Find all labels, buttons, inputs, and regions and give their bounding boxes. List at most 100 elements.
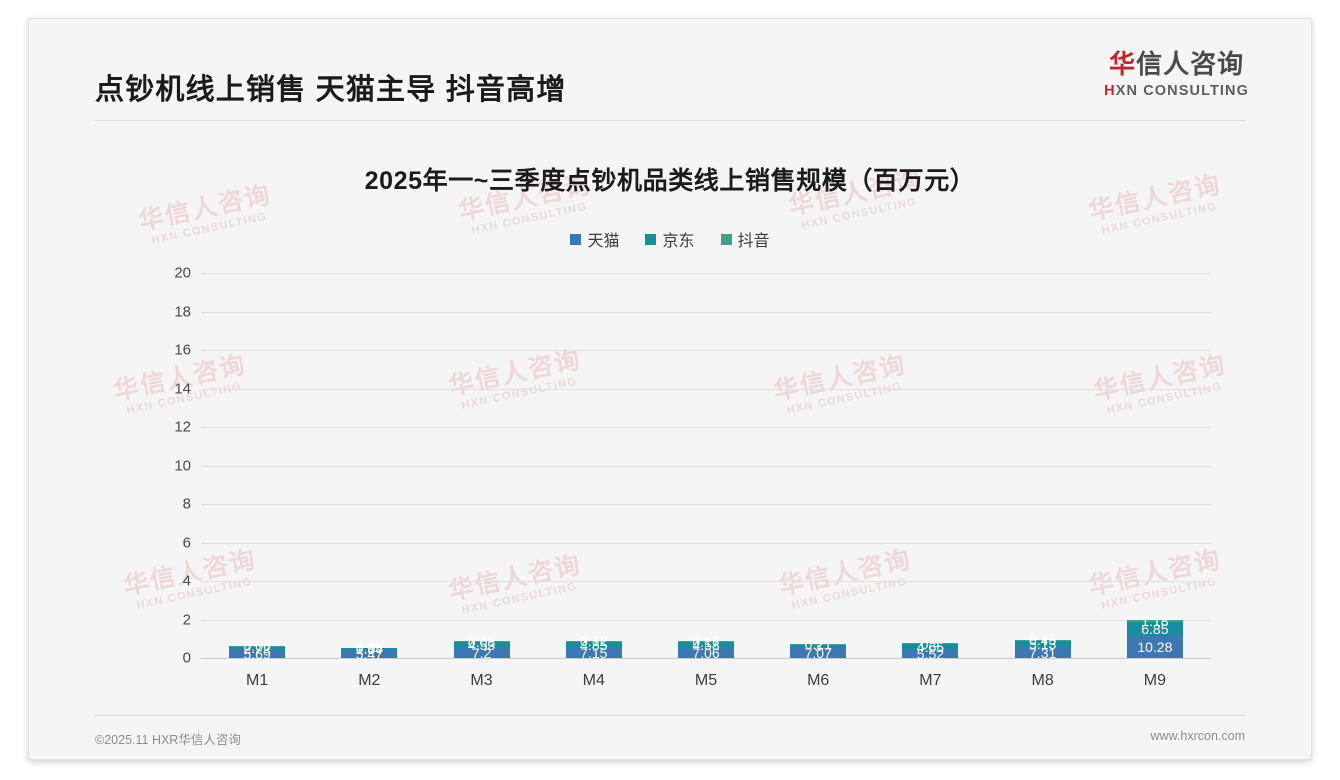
bar-value-label: 5.52 xyxy=(916,646,945,663)
gridline: 16 xyxy=(174,342,1211,359)
gridline: 8 xyxy=(183,496,1211,513)
bar-segment-抖音[interactable]: 0.4 xyxy=(902,637,959,651)
bar-value-label: 7.31 xyxy=(1029,644,1057,661)
x-axis-tick-label: M7 xyxy=(919,672,942,689)
bar-segment-天猫[interactable]: 7.31 xyxy=(1014,644,1071,661)
bar-value-label: 4.65 xyxy=(916,639,945,656)
bar-segment-京东[interactable]: 3 xyxy=(790,639,847,653)
bar-column[interactable]: 7.2 4.53 0.08 xyxy=(425,273,537,661)
legend-label: 天猫 xyxy=(587,233,620,250)
x-axis-tick-label: M5 xyxy=(694,672,718,689)
logo-english-first-char: H xyxy=(1104,83,1116,99)
legend-item-抖音[interactable]: 抖音 xyxy=(720,227,770,251)
bar-segment-天猫[interactable]: 5.47 xyxy=(341,646,398,663)
y-axis-tick-label: 12 xyxy=(174,418,191,436)
legend-swatch-icon xyxy=(720,233,732,245)
y-axis-tick-label: 10 xyxy=(174,457,191,474)
bar-segment-京东[interactable]: 2.72 xyxy=(229,641,286,655)
bar-column[interactable]: 5.47 1.84 0.05 xyxy=(313,273,425,663)
x-axis-tick-label: M1 xyxy=(245,672,269,689)
bar-value-label: 7.15 xyxy=(580,645,608,661)
legend-swatch-icon xyxy=(570,233,582,245)
y-axis-tick-label: 20 xyxy=(174,264,191,282)
bar-segment-天猫[interactable]: 10.28 xyxy=(1126,636,1183,658)
bar-value-label: 2.72 xyxy=(243,640,271,657)
bar-value-label: 4.53 xyxy=(467,636,496,653)
bar-value-label: 7.06 xyxy=(692,645,720,662)
company-logo: 华信人咨询 HXN CONSULTING xyxy=(1104,51,1249,99)
logo-english-rest: XN CONSULTING xyxy=(1115,83,1249,99)
bar-column[interactable]: 10.28 6.85 1.18 xyxy=(1099,273,1211,658)
gridline: 10 xyxy=(174,457,1211,474)
bar-value-label: 0.45 xyxy=(1029,632,1057,649)
bar-segment-抖音[interactable]: 1.18 xyxy=(1126,614,1183,628)
bar-value-label: 0.12 xyxy=(580,633,608,650)
bar-value-label: 5.13 xyxy=(1029,636,1057,653)
chart-plot-area: 20 18 16 14 12 10 8 6 4 2 0 5.69 2.72 0.06 5.47 1.84 0.… xyxy=(139,245,1231,700)
bar-segment-抖音[interactable]: 0.45 xyxy=(1014,633,1071,647)
bar-segment-京东[interactable]: 4.85 xyxy=(565,638,622,652)
bar-column[interactable]: 5.52 4.65 0.4 xyxy=(874,273,986,663)
slide: 华信人咨询 HXN CONSULTING 华信人咨询 HXN CONSULTING 华信… xyxy=(28,18,1312,760)
bar-stack: 5.52 4.65 0.4 xyxy=(902,630,959,663)
x-axis-tick-label: M4 xyxy=(582,672,605,689)
logo-english-text: HXN CONSULTING xyxy=(1104,84,1249,99)
gridline: 6 xyxy=(183,534,1211,551)
y-axis-tick-label: 4 xyxy=(182,572,191,590)
bar-stack: 7.07 3 0.21 xyxy=(790,630,847,660)
y-axis-tick-label: 0 xyxy=(182,649,191,667)
bar-value-label: 0.06 xyxy=(243,638,271,655)
bar-column[interactable]: 7.07 3 0.21 xyxy=(762,273,874,660)
legend-item-天猫[interactable]: 天猫 xyxy=(570,227,619,251)
footer-website: www.hxrcon.com xyxy=(1150,729,1245,743)
bar-segment-京东[interactable]: 5.13 xyxy=(1014,637,1071,651)
logo-chinese-text: 华信人咨询 xyxy=(1104,51,1249,77)
bar-stack: 5.47 1.84 0.05 xyxy=(341,630,398,663)
logo-chinese-rest: 信人咨询 xyxy=(1136,49,1245,79)
x-axis-tick-label: M6 xyxy=(807,672,830,689)
bar-value-label: 4.85 xyxy=(580,636,608,653)
bar-segment-京东[interactable]: 4.58 xyxy=(677,638,734,652)
bar-segment-京东[interactable]: 6.85 xyxy=(1126,622,1183,637)
bar-column[interactable]: 7.15 4.85 0.12 xyxy=(538,273,650,661)
gridline: 18 xyxy=(174,303,1211,320)
x-axis-tick-label: M3 xyxy=(470,672,493,689)
bar-stack: 7.31 5.13 0.45 xyxy=(1014,630,1071,661)
bar-stack: 7.2 4.53 0.08 xyxy=(453,630,510,661)
gridline: 14 xyxy=(174,380,1211,397)
legend-item-京东[interactable]: 京东 xyxy=(645,227,695,251)
bar-value-label: 1.18 xyxy=(1141,612,1169,629)
bar-value-label: 5.69 xyxy=(243,646,271,663)
bar-segment-天猫[interactable]: 7.06 xyxy=(677,645,734,662)
bar-value-label: 7.2 xyxy=(471,644,492,661)
bar-segment-京东[interactable]: 4.65 xyxy=(902,640,959,654)
bar-stack: 7.06 4.58 0.17 xyxy=(677,630,734,662)
bar-stack: 10.28 6.85 1.18 xyxy=(1126,614,1183,658)
gridline: 12 xyxy=(174,419,1211,436)
bar-value-label: 0.05 xyxy=(355,639,383,656)
bar-value-label: 3 xyxy=(814,638,823,655)
bar-segment-天猫[interactable]: 5.69 xyxy=(229,646,286,663)
bar-value-label: 5.47 xyxy=(355,646,383,663)
gridline: 2 xyxy=(183,611,1211,628)
bar-column[interactable]: 5.69 2.72 0.06 xyxy=(201,273,313,663)
bar-value-label: 0.4 xyxy=(920,635,941,652)
bar-segment-京东[interactable]: 1.84 xyxy=(341,642,398,656)
bar-segment-天猫[interactable]: 7.15 xyxy=(565,645,622,661)
bar-value-label: 10.28 xyxy=(1137,639,1173,656)
bar-segment-京东[interactable]: 4.53 xyxy=(453,638,510,652)
y-axis-tick-label: 14 xyxy=(174,380,191,397)
bar-column[interactable]: 7.31 5.13 0.45 xyxy=(987,273,1099,661)
bar-stack: 5.69 2.72 0.06 xyxy=(229,630,286,663)
legend-label: 京东 xyxy=(662,233,695,250)
bar-segment-天猫[interactable]: 7.07 xyxy=(790,646,847,660)
bar-value-label: 0.17 xyxy=(692,633,720,650)
chart-title: 2025年一~三季度点钞机品类线上销售规模（百万元） xyxy=(364,167,976,195)
bar-column[interactable]: 7.06 4.58 0.17 xyxy=(650,273,762,662)
bar-segment-天猫[interactable]: 7.2 xyxy=(453,644,510,661)
y-axis-tick-label: 8 xyxy=(182,495,191,513)
slide-header: 点钞机线上销售 天猫主导 抖音高增 华信人咨询 HXN CONSULTING xyxy=(29,19,1311,121)
bar-stack: 7.15 4.85 0.12 xyxy=(565,630,622,661)
bar-segment-天猫[interactable]: 5.52 xyxy=(902,646,959,663)
y-axis-tick-label: 16 xyxy=(174,341,191,359)
